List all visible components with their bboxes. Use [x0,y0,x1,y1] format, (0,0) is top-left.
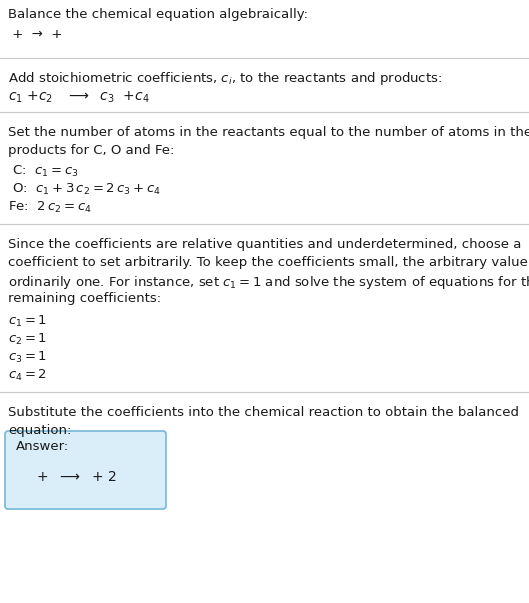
FancyBboxPatch shape [5,431,166,509]
Text: +  →  +: + → + [8,28,67,41]
Text: coefficient to set arbitrarily. To keep the coefficients small, the arbitrary va: coefficient to set arbitrarily. To keep … [8,256,529,269]
Text: Add stoichiometric coefficients, $c_i$, to the reactants and products:: Add stoichiometric coefficients, $c_i$, … [8,70,442,87]
Text: Balance the chemical equation algebraically:: Balance the chemical equation algebraica… [8,8,308,21]
Text: $c_1 = 1$: $c_1 = 1$ [8,314,47,329]
Text: products for C, O and Fe:: products for C, O and Fe: [8,144,175,157]
Text: Since the coefficients are relative quantities and underdetermined, choose a: Since the coefficients are relative quan… [8,238,522,251]
Text: $c_3 = 1$: $c_3 = 1$ [8,350,47,365]
Text: $c_1$ +$c_2$   $\longrightarrow$  $c_3$  +$c_4$: $c_1$ +$c_2$ $\longrightarrow$ $c_3$ +$c… [8,90,150,106]
Text: Set the number of atoms in the reactants equal to the number of atoms in the: Set the number of atoms in the reactants… [8,126,529,139]
Text: +  $\longrightarrow$  + 2: + $\longrightarrow$ + 2 [28,470,117,484]
Text: remaining coefficients:: remaining coefficients: [8,292,161,305]
Text: C:  $c_1 = c_3$: C: $c_1 = c_3$ [8,164,79,179]
Text: O:  $c_1 + 3\,c_2 = 2\,c_3 + c_4$: O: $c_1 + 3\,c_2 = 2\,c_3 + c_4$ [8,182,161,197]
Text: $c_2 = 1$: $c_2 = 1$ [8,332,47,347]
Text: $c_4 = 2$: $c_4 = 2$ [8,368,47,383]
Text: Fe:  $2\,c_2 = c_4$: Fe: $2\,c_2 = c_4$ [8,200,92,215]
Text: Substitute the coefficients into the chemical reaction to obtain the balanced: Substitute the coefficients into the che… [8,406,519,419]
Text: ordinarily one. For instance, set $c_1 = 1$ and solve the system of equations fo: ordinarily one. For instance, set $c_1 =… [8,274,529,291]
Text: Answer:: Answer: [16,440,69,453]
Text: equation:: equation: [8,424,71,437]
